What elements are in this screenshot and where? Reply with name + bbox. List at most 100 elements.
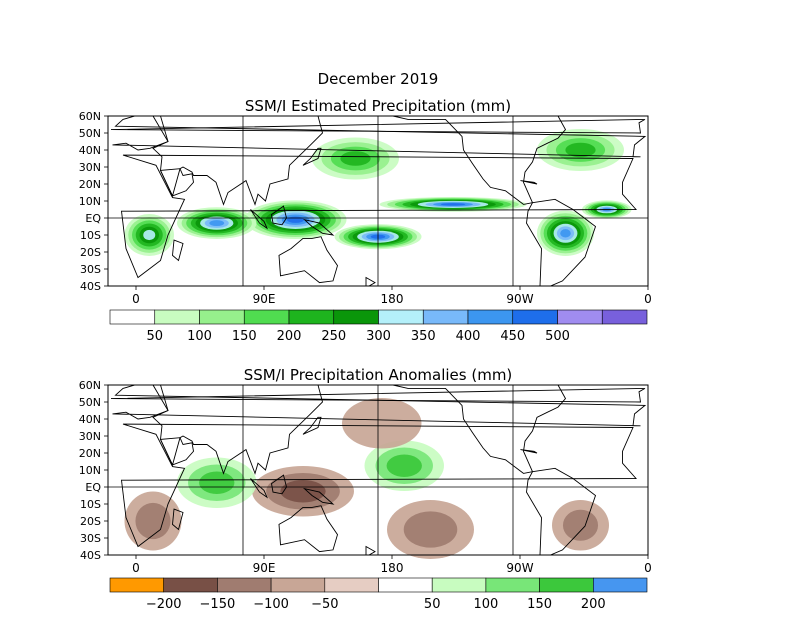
anomaly-map-panel: SSM/I Precipitation Anomalies (mm) 60N 50… — [79, 366, 652, 575]
precip-colorbar: 50 100 150 200 250 300 350 400 450 500 — [109, 309, 648, 344]
colorbar-label: −200 — [146, 597, 182, 612]
colorbar-swatch — [333, 309, 379, 325]
coastline-uk — [110, 387, 646, 403]
colorbar-swatch — [288, 309, 335, 325]
lon-tick-label: 0 — [132, 292, 140, 306]
lat-tick-label: 40S — [80, 549, 101, 562]
colorbar-swatch — [485, 577, 540, 593]
colorbar-swatch — [163, 577, 218, 593]
colorbar-label: 250 — [321, 329, 346, 344]
colorbar-label: 100 — [473, 597, 498, 612]
coastline-arabia — [159, 437, 194, 466]
colorbar-swatch — [324, 577, 379, 593]
colorbar-swatch — [592, 577, 648, 593]
lat-tick-label: 40N — [79, 413, 101, 426]
lon-tick-label: 180 — [381, 292, 404, 306]
colorbar-label: 200 — [581, 597, 606, 612]
anomaly-colorbar: −200 −150 −100 −50 50 100 150 200 — [109, 577, 648, 612]
colorbar-swatch — [378, 577, 433, 593]
lat-tick-label: 60N — [79, 379, 101, 392]
lat-tick-labels: 60N 50N 40N 30N 20N 10N EQ 10S 20S 30S 40S — [79, 379, 108, 562]
colorbar-swatch — [539, 577, 594, 593]
lon-tick-label: 90E — [253, 292, 276, 306]
colorbar-swatch — [270, 577, 326, 593]
coastline-australia — [278, 236, 338, 284]
coastline-australia — [278, 505, 338, 553]
lat-tick-label: 60N — [79, 110, 101, 123]
lat-tick-label: 10N — [79, 195, 101, 208]
colorbar-swatch — [557, 309, 603, 325]
lat-tick-label: 30S — [80, 532, 101, 545]
colorbar-label: 400 — [456, 329, 481, 344]
lat-tick-label: 20N — [79, 447, 101, 460]
lat-tick-label: 30N — [79, 161, 101, 174]
lat-tick-label: 50N — [79, 396, 101, 409]
precip-feature-7-level-4 — [565, 142, 596, 158]
colorbar-label: 100 — [187, 329, 212, 344]
lon-tick-labels: 0 90E 180 90W 0 — [132, 555, 652, 575]
lat-tick-label: 10S — [80, 229, 101, 242]
coastline-africa — [120, 423, 637, 548]
coastline-japan — [302, 147, 322, 166]
lat-tick-label: 30S — [80, 263, 101, 276]
coastline-japan — [302, 416, 322, 435]
colorbar-label: 50 — [424, 597, 441, 612]
colorbar-swatch — [154, 309, 200, 325]
coastline-borneo — [271, 205, 287, 226]
colorbar-swatch — [431, 577, 487, 593]
lat-tick-label: 10N — [79, 464, 101, 477]
colorbar-swatch — [217, 577, 272, 593]
colorbar-swatch — [199, 309, 245, 325]
lat-tick-label: 50N — [79, 127, 101, 140]
colorbar-label: 350 — [411, 329, 436, 344]
colorbar-swatch — [378, 309, 424, 325]
lat-tick-label: 40S — [80, 280, 101, 293]
colorbar-label: −50 — [311, 597, 338, 612]
precip-feature-4-level-8 — [560, 229, 571, 238]
lat-tick-label: 30N — [79, 430, 101, 443]
coastline-borneo — [271, 474, 287, 495]
colorbar-swatch — [109, 577, 165, 593]
colorbar-swatch — [243, 309, 290, 325]
coastline-madagascar — [172, 239, 184, 262]
colorbar-swatch — [512, 309, 558, 325]
colorbar-label: 500 — [545, 329, 570, 344]
lon-tick-label: 90E — [253, 561, 276, 575]
colorbar-label: 50 — [146, 329, 163, 344]
coastline-new-guinea — [302, 218, 335, 236]
colorbar-label: −100 — [253, 597, 289, 612]
coastline-africa — [120, 154, 637, 279]
lon-tick-label: 90W — [506, 561, 533, 575]
colorbar-label: 150 — [232, 329, 257, 344]
coastline-arabia — [159, 168, 194, 197]
precip-feature-0-level-9 — [440, 203, 466, 206]
anomaly-map-title: SSM/I Precipitation Anomalies (mm) — [244, 366, 513, 384]
lat-tick-label: 20N — [79, 178, 101, 191]
precip-feature-1-level-3 — [386, 454, 422, 477]
precip-feature-6-level-4 — [340, 151, 371, 166]
anomaly-field-layer — [124, 398, 609, 559]
coastline-madagascar — [172, 508, 184, 531]
coastline-sumatra — [250, 478, 269, 499]
coastline-sumatra — [250, 209, 269, 230]
colorbar-label: 450 — [500, 329, 525, 344]
lon-tick-label: 90W — [506, 292, 533, 306]
coastline-new-zealand — [360, 276, 376, 287]
lat-tick-labels: 60N 50N 40N 30N 20N 10N EQ 10S 20S 30S 40S — [79, 110, 108, 293]
coastline-layer — [110, 115, 647, 287]
lon-tick-label: 0 — [644, 292, 652, 306]
coastline-south-america — [526, 198, 597, 287]
lat-tick-label: 20S — [80, 515, 101, 528]
lat-tick-label: 20S — [80, 246, 101, 259]
colorbar-label: 300 — [366, 329, 391, 344]
figure-title: December 2019 — [318, 70, 439, 88]
precip-feature-5-level-1 — [342, 398, 422, 449]
coastline-uk — [110, 118, 646, 134]
lon-tick-label: 0 — [644, 561, 652, 575]
colorbar-label: 150 — [527, 597, 552, 612]
precip-feature-3-level-3 — [199, 471, 235, 494]
precip-feature-3-level-8 — [209, 220, 225, 227]
colorbar-swatch — [109, 309, 156, 325]
coastline-cuba — [520, 180, 538, 185]
precip-map-title: SSM/I Estimated Precipitation (mm) — [245, 97, 511, 115]
